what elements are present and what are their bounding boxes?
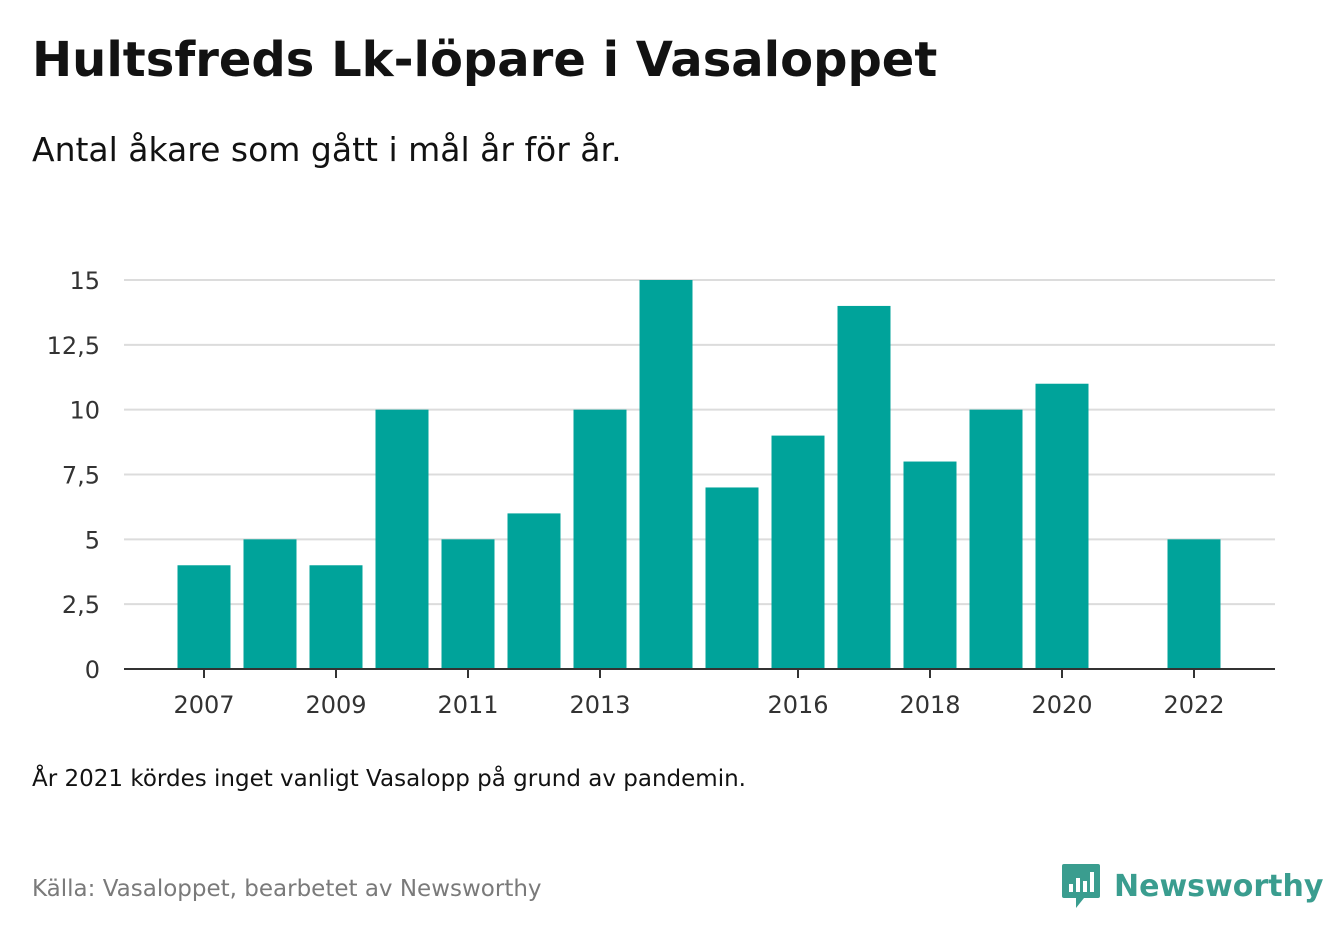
- chart-note: År 2021 kördes inget vanligt Vasalopp på…: [32, 766, 746, 792]
- bar-2014: [639, 280, 693, 669]
- newsworthy-logo-icon: [1062, 864, 1100, 908]
- chart-title: Hultsfreds Lk-löpare i Vasaloppet: [32, 32, 938, 88]
- x-tick-label: 2007: [173, 691, 234, 719]
- bar-2012: [507, 513, 561, 669]
- bar-2016: [771, 435, 825, 669]
- x-tick-label: 2011: [437, 691, 498, 719]
- bar-2009: [309, 565, 363, 669]
- logo-text: Newsworthy: [1114, 868, 1324, 904]
- bar-2018: [903, 461, 957, 669]
- newsworthy-logo: Newsworthy: [1060, 862, 1323, 910]
- chart-subtitle: Antal åkare som gått i mål år för år.: [32, 130, 622, 169]
- bar-2013: [573, 409, 627, 669]
- x-tick-label: 2016: [767, 691, 828, 719]
- x-tick-label: 2013: [569, 691, 630, 719]
- bar-2015: [705, 487, 759, 669]
- y-tick-label: 10: [69, 397, 100, 425]
- y-tick-label: 0: [85, 656, 100, 684]
- x-tick-label: 2009: [305, 691, 366, 719]
- x-tick-label: 2020: [1031, 691, 1092, 719]
- y-tick-label: 2,5: [62, 591, 100, 619]
- bar-2008: [243, 539, 297, 669]
- y-tick-label: 15: [69, 267, 100, 295]
- bar-2011: [441, 539, 495, 669]
- y-tick-label: 7,5: [62, 462, 100, 490]
- x-tick-label: 2022: [1163, 691, 1224, 719]
- bar-2019: [969, 409, 1023, 669]
- bar-2010: [375, 409, 429, 669]
- bar-2017: [837, 305, 891, 669]
- y-tick-label: 12,5: [47, 332, 100, 360]
- source-text: Källa: Vasaloppet, bearbetet av Newswort…: [32, 876, 542, 902]
- y-tick-label: 5: [85, 526, 100, 554]
- bar-2022: [1167, 539, 1221, 669]
- x-tick-label: 2018: [899, 691, 960, 719]
- bar-2020: [1035, 383, 1089, 669]
- bar-2007: [177, 565, 231, 669]
